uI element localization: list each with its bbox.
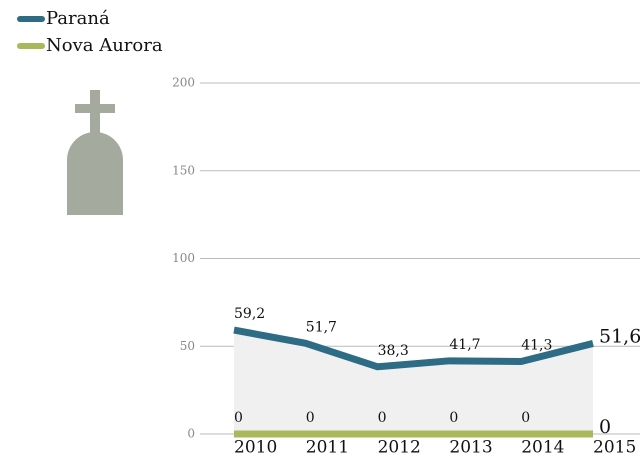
value-label: 51,6 — [599, 325, 640, 347]
area — [234, 330, 593, 434]
y-tick-label: 150 — [172, 163, 195, 177]
value-label: 0 — [234, 410, 243, 426]
legend-label: Nova Aurora — [46, 35, 163, 56]
value-label: 41,7 — [449, 337, 480, 353]
value-label: 0 — [599, 416, 611, 438]
y-tick-label: 200 — [172, 76, 195, 90]
x-tick-label: 2013 — [449, 438, 492, 457]
y-tick-label: 100 — [172, 251, 195, 265]
value-label: 0 — [378, 410, 387, 426]
value-label: 0 — [306, 410, 315, 426]
value-label: 0 — [521, 410, 530, 426]
y-tick-label: 50 — [180, 339, 195, 353]
line — [233, 326, 594, 371]
tombstone-icon — [67, 90, 123, 215]
value-label: 41,3 — [521, 338, 552, 354]
x-tick-label: 2011 — [306, 438, 349, 457]
x-tick-label: 2015 — [593, 438, 636, 457]
y-tick-label: 0 — [187, 427, 195, 441]
x-tick-label: 2012 — [378, 438, 421, 457]
value-label: 59,2 — [234, 306, 265, 322]
legend-label: Paraná — [46, 8, 110, 29]
x-tick-label: 2014 — [521, 438, 564, 457]
x-tick-label: 2010 — [234, 438, 277, 457]
value-label: 38,3 — [378, 343, 409, 359]
value-label: 51,7 — [306, 319, 337, 335]
value-label: 0 — [449, 410, 458, 426]
